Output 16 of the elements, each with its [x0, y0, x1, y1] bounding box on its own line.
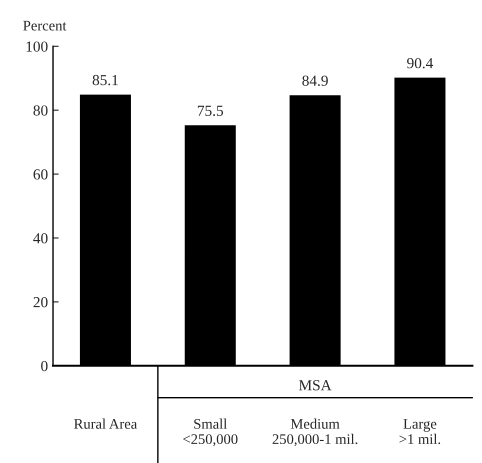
- y-tick-label: 0: [41, 360, 48, 372]
- y-tick-label: 60: [34, 169, 48, 180]
- x-tick-label: Medium 250,000-1 mil.: [272, 418, 358, 446]
- y-tick-label: 100: [26, 41, 48, 52]
- y-tick-label: 80: [33, 105, 48, 116]
- data-label: 90.4: [407, 58, 434, 68]
- y-tick-label: 20: [34, 297, 48, 308]
- data-label: 85.1: [92, 74, 118, 86]
- x-tick-label: Large >1 mil.: [400, 419, 440, 444]
- text: MSA: [298, 380, 332, 390]
- x-tick-label: Small <250,000: [183, 418, 238, 446]
- y-axis-title: Percent: [23, 20, 66, 31]
- data-label: 84.9: [302, 76, 328, 86]
- y-tick-label: 40: [33, 233, 48, 244]
- x-tick-label: Rural Area: [74, 418, 138, 429]
- data-label: 75.5: [198, 106, 224, 116]
